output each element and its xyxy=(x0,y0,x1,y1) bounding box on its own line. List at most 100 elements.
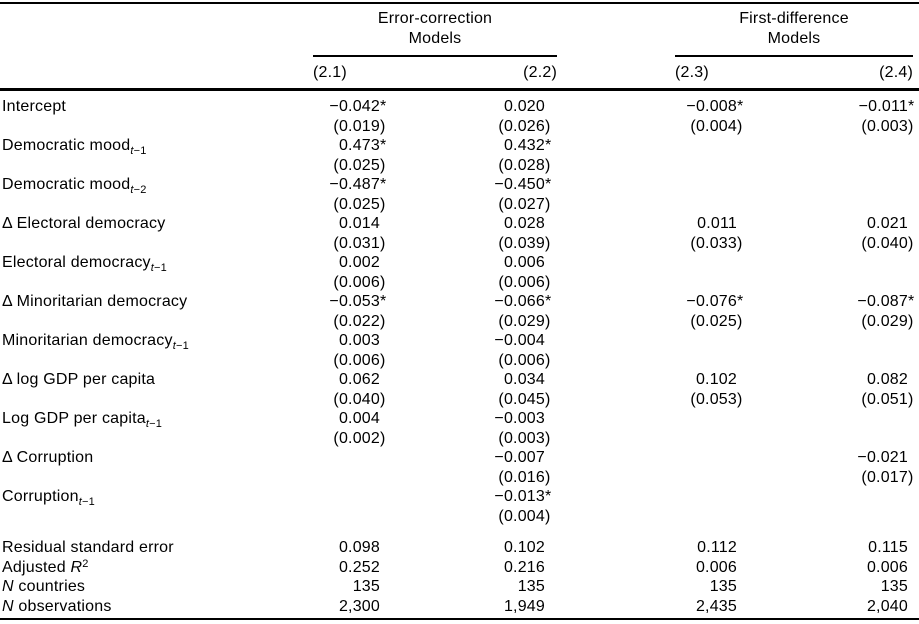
table-cell: 0.020 xyxy=(503,98,545,115)
table-cell: −0.076 * xyxy=(686,293,744,310)
table-cell: 135 xyxy=(352,578,380,595)
row-label-part: t xyxy=(78,495,82,508)
coefficient-row: Intercept −0.042 * 0.020 −0.008 * −0.011 * xyxy=(0,97,919,117)
group-label-line: Models xyxy=(767,29,821,47)
table-cell xyxy=(553,195,745,215)
table-cell: (0.002) xyxy=(333,429,386,447)
row-label-part: Electoral democracy xyxy=(2,254,151,271)
standard-error-row: (0.025) (0.027) xyxy=(0,195,919,215)
table-cell xyxy=(745,175,919,197)
table-cell: 0.082 xyxy=(866,371,908,388)
coefficient-row: Δ Minoritarian democracy −0.053 * −0.066 * −0… xyxy=(0,292,919,312)
standard-error-row: (0.040) (0.045) (0.053) (0.051) xyxy=(0,390,919,410)
table-cell: (0.006) xyxy=(498,273,551,291)
table-cell: (0.040) xyxy=(861,234,914,252)
top-rule xyxy=(0,2,919,4)
table-cell xyxy=(745,156,919,176)
row-label-part: Log GDP per capita xyxy=(2,410,146,427)
table-cell xyxy=(300,448,388,468)
table-cell xyxy=(745,487,919,509)
row-label-part: −1 xyxy=(154,261,167,274)
table-cell: −0.487 * xyxy=(329,176,387,193)
table-cell xyxy=(745,429,919,449)
table-cell: 0.252 xyxy=(338,558,380,576)
table-cell: (0.003) xyxy=(498,429,551,447)
table-cell: 135 xyxy=(880,578,908,595)
model-number-row-fd: (2.3) (2.4) xyxy=(675,63,913,83)
table-cell: 0.115 xyxy=(868,539,908,556)
table-cell xyxy=(745,253,919,275)
table-cell: 0.021 xyxy=(866,215,908,232)
model-number-row-ec: (2.1) (2.2) xyxy=(313,63,557,83)
table-cell: 0.014 xyxy=(338,215,380,232)
table-cell: (0.039) xyxy=(498,234,551,252)
table-cell: 0.002 xyxy=(338,254,380,271)
table-cell: 2,300 xyxy=(338,597,380,615)
row-label: Democratic moodt−1 xyxy=(0,136,300,158)
row-label-part: −1 xyxy=(149,417,163,430)
table-cell: 0.112 xyxy=(697,539,737,556)
table-cell: (0.031) xyxy=(333,234,386,252)
table-cell: (0.019) xyxy=(333,117,386,135)
table-cell xyxy=(745,195,919,215)
table-cell xyxy=(553,253,745,275)
row-label: Democratic moodt−2 xyxy=(0,175,300,197)
table-cell: 0.011 xyxy=(697,215,737,232)
table-cell: 0.102 xyxy=(503,539,545,556)
row-label-part: −2 xyxy=(133,183,147,196)
standard-error-row: (0.022) (0.029) (0.025) (0.029) xyxy=(0,312,919,332)
table-cell xyxy=(553,448,745,468)
coefficient-row: Log GDP per capitat−1 0.004 −0.003 xyxy=(0,409,919,430)
row-label: Corruptiont−1 xyxy=(0,487,300,509)
coefficient-row: Minoritarian democracyt−1 0.003 −0.004 xyxy=(0,331,919,352)
table-cell: 0.062 xyxy=(338,371,380,388)
row-label-part: Minoritarian democracy xyxy=(2,332,173,349)
row-label: Electoral democracyt−1 xyxy=(0,253,300,275)
model-header-2-3: (2.3) xyxy=(675,64,709,81)
table-cell: (0.033) xyxy=(690,234,743,252)
table-cell: (0.016) xyxy=(498,468,551,486)
table-cell: 0.004 xyxy=(338,410,380,427)
row-label: Residual standard error xyxy=(0,538,300,558)
table-cell: 0.432 * xyxy=(503,137,552,154)
model-header-2-2: (2.2) xyxy=(523,64,557,81)
column-group-error-correction: Error-correction Models xyxy=(313,9,557,48)
table-cell xyxy=(300,487,388,509)
table-cell: (0.029) xyxy=(498,312,551,330)
row-label: N observations xyxy=(0,597,300,617)
table-cell xyxy=(553,507,745,527)
table-cell: −0.003 xyxy=(494,410,545,427)
row-label-part: Residual standard error xyxy=(2,539,174,556)
model-header-2-4: (2.4) xyxy=(879,64,913,81)
standard-error-row: (0.002) (0.003) xyxy=(0,429,919,449)
coefficients-section: Intercept −0.042 * 0.020 −0.008 * −0.011 * (0.01… xyxy=(0,97,919,526)
stat-row: N countries 135 135 135 135 xyxy=(0,577,919,597)
header-rule xyxy=(0,88,919,91)
group-rule-first-difference xyxy=(675,55,913,57)
table-cell: −0.053 * xyxy=(329,293,387,310)
table-cell: −0.011 * xyxy=(858,98,915,115)
table-cell: (0.029) xyxy=(861,312,914,330)
coefficient-row: Democratic moodt−1 0.473 * 0.432 * xyxy=(0,136,919,158)
row-label-part: t xyxy=(172,339,176,352)
row-label-part: Intercept xyxy=(2,98,67,115)
table-cell: (0.026) xyxy=(498,117,551,135)
table-cell: (0.025) xyxy=(690,312,743,330)
table-cell: 0.473 * xyxy=(338,137,387,154)
table-cell xyxy=(553,273,745,293)
row-label-part: Δ Corruption xyxy=(2,449,94,466)
model-header-2-1: (2.1) xyxy=(313,64,347,81)
table-cell: (0.045) xyxy=(498,390,551,408)
row-label-part: t xyxy=(150,261,155,274)
table-cell: (0.051) xyxy=(861,390,914,408)
table-cell: 0.216 xyxy=(503,558,545,576)
row-label-part: t xyxy=(130,183,134,196)
row-label-part: −1 xyxy=(81,495,95,508)
row-label-part: t xyxy=(145,417,150,430)
table-cell: 0.006 xyxy=(866,558,908,576)
standard-error-row: (0.006) (0.006) xyxy=(0,273,919,293)
table-cell: 0.034 xyxy=(503,371,545,388)
table-cell xyxy=(553,156,745,176)
table-cell: −0.021 xyxy=(857,449,908,466)
